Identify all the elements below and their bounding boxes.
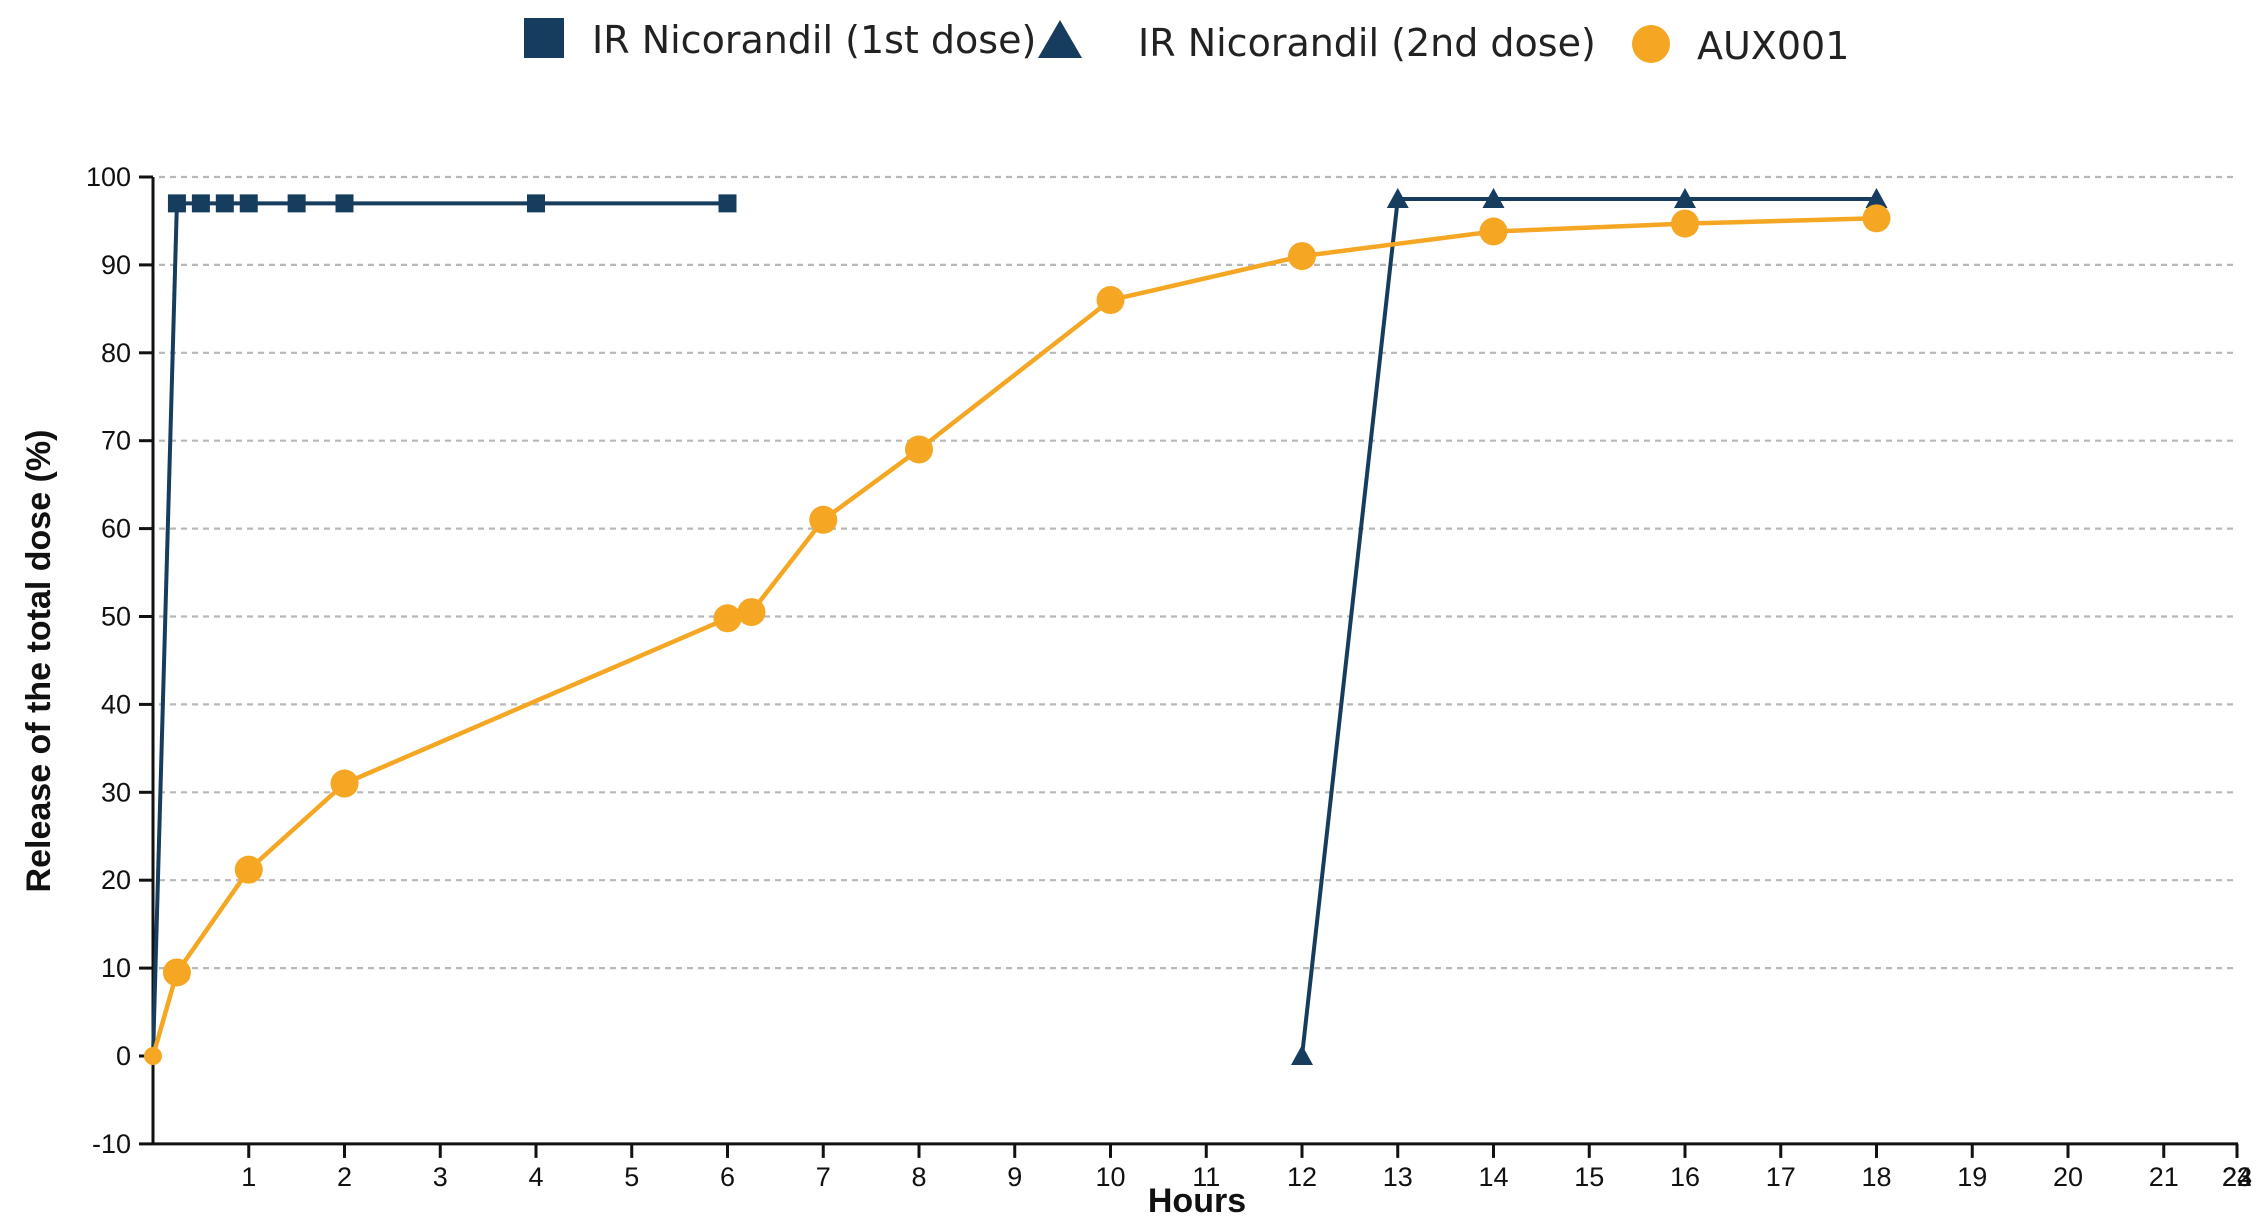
data-point-circle xyxy=(1096,286,1125,315)
chart-legend: IR Nicorandil (1st dose) IR Nicorandil (… xyxy=(524,18,1849,68)
data-point-circle xyxy=(1671,209,1699,238)
data-point-circle xyxy=(330,769,359,798)
x-tick-label: 9 xyxy=(1007,1162,1022,1192)
x-tick-label: 14 xyxy=(1478,1162,1508,1192)
data-point-circle xyxy=(809,505,838,534)
y-tick-label: -10 xyxy=(92,1129,131,1159)
data-point-square xyxy=(239,194,258,213)
y-tick-label: 80 xyxy=(101,338,131,368)
x-tick-label: 21 xyxy=(2149,1162,2179,1192)
legend-triangle-marker-icon xyxy=(1038,20,1082,58)
x-tick-label: 5 xyxy=(624,1162,639,1192)
legend-item-ir-nicorandil-2nd-dose: IR Nicorandil (2nd dose) xyxy=(1038,20,1596,65)
series-line-circle xyxy=(150,216,1877,1057)
data-point-circle xyxy=(737,598,766,627)
x-tick-label: 8 xyxy=(911,1162,926,1192)
y-tick-label: 50 xyxy=(101,602,131,632)
data-point-circle xyxy=(234,855,263,884)
y-axis-title: Release of the total dose (%) xyxy=(20,430,58,893)
y-axis-ticks: -10 0 10 20 30 40 50 60 70 80 90 100 xyxy=(86,162,153,1159)
y-tick-label: 10 xyxy=(101,953,131,983)
y-tick-label: 60 xyxy=(101,514,131,544)
legend-label-aux001: AUX001 xyxy=(1697,24,1849,68)
chart-axes xyxy=(151,177,2238,1146)
x-tick-label: 13 xyxy=(1383,1162,1413,1192)
data-point-circle xyxy=(713,604,742,633)
legend-label-ir-nicorandil-1st-dose: IR Nicorandil (1st dose) xyxy=(592,18,1036,62)
legend-label-ir-nicorandil-2nd-dose: IR Nicorandil (2nd dose) xyxy=(1138,21,1596,65)
data-point-circle xyxy=(1479,217,1508,246)
data-point-square xyxy=(287,194,306,213)
data-point-square xyxy=(527,194,545,213)
data-series xyxy=(144,187,1891,1065)
y-tick-label: 30 xyxy=(101,777,131,807)
series-line-triangle xyxy=(1300,197,1877,1057)
x-tick-label: 23 xyxy=(2222,1162,2252,1192)
data-point-circle xyxy=(162,958,191,987)
data-point-square xyxy=(167,194,186,213)
data-point-square xyxy=(215,194,234,213)
series-square xyxy=(151,194,737,1057)
x-axis-title: Hours xyxy=(1148,1182,1246,1219)
x-tick-label: 16 xyxy=(1670,1162,1700,1192)
legend-circle-marker-icon xyxy=(1632,25,1670,63)
x-tick-label: 2 xyxy=(337,1162,352,1192)
data-point-square xyxy=(335,194,354,213)
data-point-square xyxy=(718,194,737,213)
data-point-circle xyxy=(144,1047,162,1065)
x-tick-label: 19 xyxy=(1957,1162,1987,1192)
data-point-triangle xyxy=(1865,187,1888,208)
x-tick-label: 20 xyxy=(2053,1162,2083,1192)
data-point-triangle xyxy=(1674,187,1696,208)
x-tick-label: 15 xyxy=(1574,1162,1604,1192)
x-tick-label: 12 xyxy=(1287,1162,1317,1192)
data-point-circle xyxy=(1288,242,1316,271)
data-point-triangle xyxy=(1386,187,1409,208)
series-triangle xyxy=(1291,187,1888,1065)
series-circle xyxy=(144,204,1891,1065)
y-tick-label: 20 xyxy=(101,865,131,895)
x-tick-label: 3 xyxy=(433,1162,448,1192)
x-tick-label: 7 xyxy=(816,1162,831,1192)
x-tick-label: 4 xyxy=(528,1162,543,1192)
legend-square-marker-icon xyxy=(524,18,564,58)
x-tick-label: 11 xyxy=(1192,1162,1220,1192)
x-tick-label: 1 xyxy=(241,1162,256,1192)
y-tick-label: 70 xyxy=(101,426,131,456)
x-tick-label: 17 xyxy=(1766,1162,1796,1192)
data-point-triangle xyxy=(1291,1045,1313,1065)
horizontal-gridlines xyxy=(159,175,2238,970)
x-tick-label: 10 xyxy=(1095,1162,1125,1192)
series-line-square xyxy=(151,201,728,1057)
legend-item-ir-nicorandil-1st-dose: IR Nicorandil (1st dose) xyxy=(524,18,1036,62)
data-point-circle xyxy=(1862,204,1891,233)
data-point-square xyxy=(191,194,210,213)
data-point-triangle xyxy=(1482,187,1505,208)
y-tick-label: 40 xyxy=(101,689,131,719)
y-tick-label: 90 xyxy=(101,250,131,280)
y-tick-label: 100 xyxy=(86,162,131,192)
data-point-circle xyxy=(905,435,933,464)
x-tick-label: 24 xyxy=(2222,1162,2252,1192)
legend-item-aux001: AUX001 xyxy=(1632,24,1849,68)
x-tick-label: 22 xyxy=(2222,1162,2252,1192)
x-tick-label: 18 xyxy=(1861,1162,1891,1192)
y-tick-label: 0 xyxy=(116,1041,131,1071)
x-tick-label: 6 xyxy=(720,1162,735,1192)
